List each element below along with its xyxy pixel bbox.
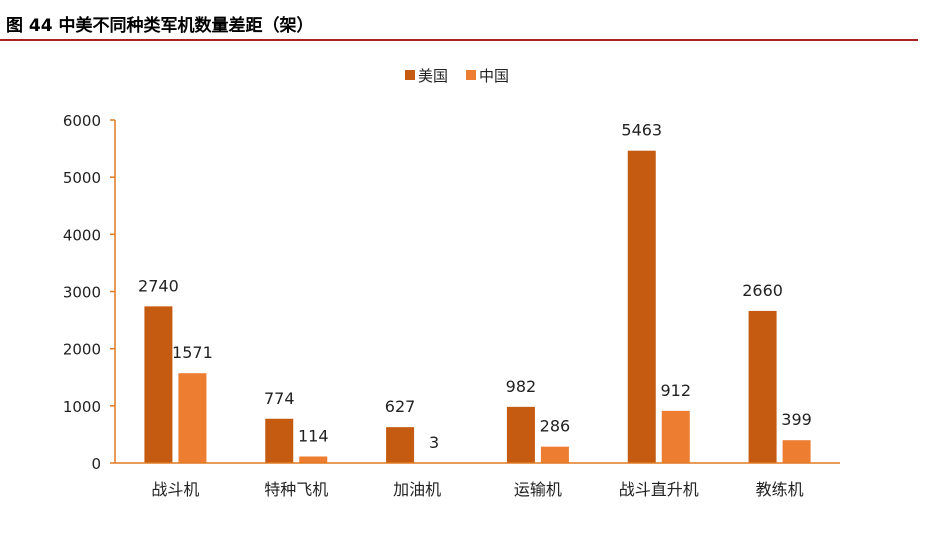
data-label-usa: 774 <box>264 389 295 408</box>
y-tick-label: 1000 <box>63 398 101 416</box>
data-label-usa: 2740 <box>138 276 179 295</box>
legend-swatch-china <box>466 70 476 80</box>
y-tick-label: 6000 <box>63 112 101 130</box>
bar-usa <box>506 406 535 463</box>
title-rule <box>0 39 918 41</box>
bar-usa <box>748 310 777 463</box>
legend-label-china: 中国 <box>479 67 509 85</box>
data-label-usa: 982 <box>506 377 537 396</box>
bar-usa <box>627 150 656 464</box>
legend-label-usa: 美国 <box>418 67 448 85</box>
data-label-china: 114 <box>298 426 329 445</box>
bar-usa <box>265 418 294 463</box>
y-axis-ticks: 0 1000 2000 3000 4000 5000 6000 <box>63 112 115 473</box>
y-tick-label: 4000 <box>63 226 101 244</box>
category-labels: 战斗机 特种飞机 加油机 运输机 战斗直升机 教练机 <box>151 480 803 499</box>
bar-usa <box>386 427 415 463</box>
y-tick-label: 0 <box>91 455 101 473</box>
category-label: 运输机 <box>514 480 562 499</box>
bar-china <box>782 440 811 463</box>
y-tick-label: 5000 <box>63 169 101 187</box>
data-label-china: 912 <box>660 381 691 400</box>
data-label-usa: 627 <box>385 397 416 416</box>
category-label: 战斗机 <box>151 480 199 499</box>
bar-china <box>178 373 207 463</box>
data-label-china: 1571 <box>172 343 213 362</box>
category-label: 加油机 <box>393 480 441 499</box>
data-label-china: 286 <box>540 417 571 436</box>
category-label: 教练机 <box>756 480 804 499</box>
category-label: 特种飞机 <box>264 480 328 499</box>
bar-china <box>661 410 690 463</box>
bar-china <box>540 446 569 463</box>
figure-title: 图 44 中美不同种类军机数量差距（架） <box>6 16 314 36</box>
data-label-china: 399 <box>781 410 812 429</box>
legend-swatch-usa <box>405 70 415 80</box>
data-label-usa: 2660 <box>742 281 783 300</box>
category-label: 战斗直升机 <box>619 480 699 499</box>
data-label-china: 3 <box>429 433 439 452</box>
y-tick-label: 3000 <box>63 284 101 302</box>
bar-china <box>299 456 328 463</box>
bar-usa <box>144 306 173 463</box>
bars <box>144 150 811 464</box>
y-tick-label: 2000 <box>63 341 101 359</box>
data-label-usa: 5463 <box>621 121 662 140</box>
legend: 美国 中国 <box>405 67 509 85</box>
